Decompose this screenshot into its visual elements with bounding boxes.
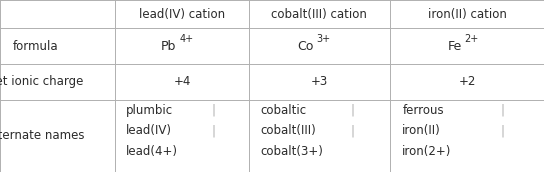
- Text: cobalt(III): cobalt(III): [260, 124, 316, 137]
- Text: |: |: [211, 104, 215, 116]
- Text: cobalt(III) cation: cobalt(III) cation: [271, 8, 367, 20]
- Text: Fe: Fe: [447, 40, 461, 52]
- Text: lead(4+): lead(4+): [126, 145, 178, 158]
- Text: |: |: [501, 104, 505, 116]
- Text: |: |: [350, 104, 355, 116]
- Text: formula: formula: [13, 40, 59, 52]
- Text: iron(II) cation: iron(II) cation: [428, 8, 506, 20]
- Text: +2: +2: [459, 76, 475, 88]
- Text: iron(2+): iron(2+): [403, 145, 452, 158]
- Text: +4: +4: [174, 76, 190, 88]
- Text: |: |: [350, 124, 355, 137]
- Text: net ionic charge: net ionic charge: [0, 76, 84, 88]
- Text: lead(IV): lead(IV): [126, 124, 172, 137]
- Text: 3+: 3+: [317, 34, 331, 44]
- Text: cobaltic: cobaltic: [260, 104, 306, 116]
- Text: alternate names: alternate names: [0, 130, 85, 142]
- Text: iron(II): iron(II): [403, 124, 441, 137]
- Text: |: |: [211, 124, 215, 137]
- Text: +3: +3: [311, 76, 328, 88]
- Text: Pb: Pb: [161, 40, 176, 52]
- Text: lead(IV) cation: lead(IV) cation: [139, 8, 225, 20]
- Text: plumbic: plumbic: [126, 104, 173, 116]
- Text: 2+: 2+: [465, 34, 479, 44]
- Text: ferrous: ferrous: [403, 104, 444, 116]
- Text: 4+: 4+: [180, 34, 193, 44]
- Text: cobalt(3+): cobalt(3+): [260, 145, 323, 158]
- Text: Co: Co: [298, 40, 314, 52]
- Text: |: |: [501, 124, 505, 137]
